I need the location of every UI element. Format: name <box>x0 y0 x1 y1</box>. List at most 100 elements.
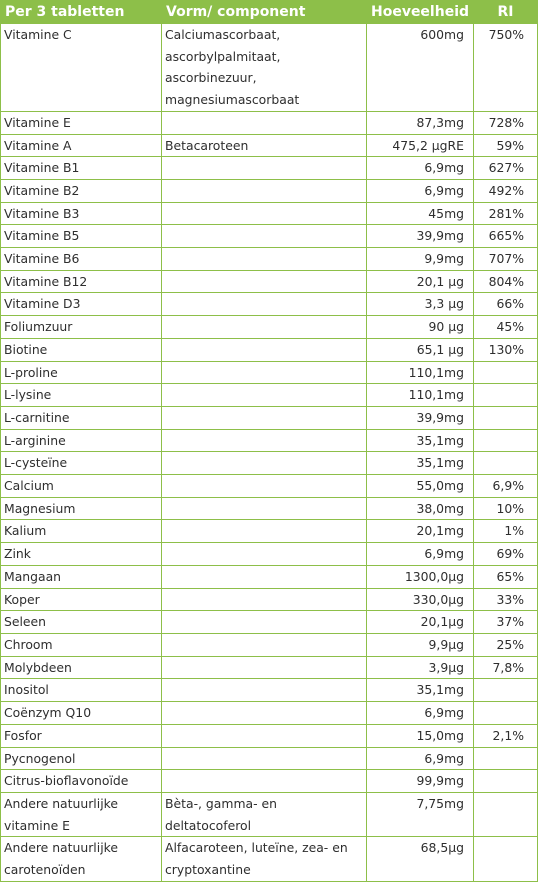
amount: 6,9mg <box>366 746 474 771</box>
nutrient-name: Inositol <box>0 678 162 703</box>
amount: 110,1mg <box>366 360 474 385</box>
amount: 20,1mg <box>366 519 474 544</box>
nutrient-name: Koper <box>0 587 162 612</box>
table-row: Coënzym Q10 6,9mg <box>0 701 538 725</box>
form-component: Betacaroteen <box>161 133 367 158</box>
table-row: Kalium 20,1mg 1% <box>0 519 538 544</box>
form-component <box>161 564 367 589</box>
form-component <box>161 110 367 135</box>
table-row: Pycnogenol 6,9mg <box>0 746 538 771</box>
amount: 9,9mg <box>366 247 474 271</box>
header-form-component: Vorm/ component <box>161 0 367 24</box>
nutrient-name: Mangaan <box>0 564 162 589</box>
nutrient-name: Coënzym Q10 <box>0 701 162 725</box>
nutrient-name: Vitamine B3 <box>0 201 162 226</box>
ri-percent: 804% <box>473 269 538 294</box>
ri-percent: 45% <box>473 315 538 339</box>
table-row: Vitamine B3 45mg 281% <box>0 201 538 226</box>
amount: 35,1mg <box>366 678 474 703</box>
form-component <box>161 655 367 680</box>
ri-percent: 2,1% <box>473 723 538 748</box>
form-component <box>161 178 367 203</box>
table-row: Foliumzuur 90 µg 45% <box>0 315 538 339</box>
ri-percent: 65% <box>473 564 538 589</box>
nutrient-name: L-cysteïne <box>0 451 162 476</box>
ri-percent <box>473 678 538 703</box>
form-component <box>161 769 367 793</box>
ri-percent: 66% <box>473 292 538 317</box>
nutrient-name: Calcium <box>0 474 162 498</box>
form-component: Bèta-, gamma- en deltatocoferol <box>161 791 367 838</box>
nutrient-name: Vitamine D3 <box>0 292 162 317</box>
amount: 600mg <box>366 23 474 112</box>
form-component <box>161 746 367 771</box>
table-row: Andere natuurlijke carotenoïden Alfacarot… <box>0 836 538 882</box>
amount: 1300,0µg <box>366 564 474 589</box>
form-component <box>161 247 367 271</box>
table-row: Magnesium 38,0mg 10% <box>0 496 538 521</box>
form-component <box>161 292 367 317</box>
form-component <box>161 519 367 544</box>
nutrient-name: Pycnogenol <box>0 746 162 771</box>
nutrient-name: Vitamine B6 <box>0 247 162 271</box>
amount: 45mg <box>366 201 474 226</box>
ri-percent <box>473 791 538 838</box>
table-row: Vitamine B2 6,9mg 492% <box>0 178 538 203</box>
amount: 90 µg <box>366 315 474 339</box>
form-component <box>161 451 367 476</box>
form-component <box>161 405 367 430</box>
nutrient-name: Vitamine C <box>0 23 162 112</box>
ri-percent: 665% <box>473 224 538 249</box>
nutrient-name: Magnesium <box>0 496 162 521</box>
table-row: Vitamine D3 3,3 µg 66% <box>0 292 538 317</box>
table-row: Vitamine B12 20,1 µg 804% <box>0 269 538 294</box>
amount: 20,1 µg <box>366 269 474 294</box>
header-per-3-tablets: Per 3 tabletten <box>0 0 162 24</box>
amount: 35,1mg <box>366 428 474 453</box>
nutrient-name: Molybdeen <box>0 655 162 680</box>
nutrient-name: Kalium <box>0 519 162 544</box>
table-row: Vitamine B1 6,9mg 627% <box>0 156 538 180</box>
ri-percent: 281% <box>473 201 538 226</box>
table-row: Vitamine B6 9,9mg 707% <box>0 247 538 271</box>
table-row: Zink 6,9mg 69% <box>0 542 538 566</box>
table-body: Vitamine C Calciumascorbaat, ascorbylpalm… <box>0 23 538 882</box>
amount: 15,0mg <box>366 723 474 748</box>
form-component <box>161 337 367 362</box>
nutrient-name: Vitamine B5 <box>0 224 162 249</box>
ri-percent: 750% <box>473 23 538 112</box>
table-row: Calcium 55,0mg 6,9% <box>0 474 538 498</box>
ri-percent <box>473 428 538 453</box>
table-row: Chroom 9,9µg 25% <box>0 632 538 657</box>
form-component <box>161 496 367 521</box>
table-row: Vitamine C Calciumascorbaat, ascorbylpalm… <box>0 23 538 112</box>
nutrient-name: Chroom <box>0 632 162 657</box>
form-component <box>161 723 367 748</box>
ri-percent <box>473 383 538 407</box>
header-ri: RI <box>473 0 538 24</box>
nutrient-name: Foliumzuur <box>0 315 162 339</box>
form-component <box>161 224 367 249</box>
table-header-row: Per 3 tabletten Vorm/ component Hoeveelh… <box>0 0 538 24</box>
table-row: Mangaan 1300,0µg 65% <box>0 564 538 589</box>
amount: 35,1mg <box>366 451 474 476</box>
table-row: L-lysine 110,1mg <box>0 383 538 407</box>
table-row: Vitamine E 87,3mg 728% <box>0 110 538 135</box>
form-component <box>161 542 367 566</box>
amount: 3,3 µg <box>366 292 474 317</box>
nutrient-name: Vitamine B12 <box>0 269 162 294</box>
form-component <box>161 156 367 180</box>
amount: 6,9mg <box>366 156 474 180</box>
table-row: Andere natuurlijke vitamine E Bèta-, gamm… <box>0 791 538 838</box>
amount: 38,0mg <box>366 496 474 521</box>
ri-percent: 69% <box>473 542 538 566</box>
form-component <box>161 428 367 453</box>
form-component <box>161 360 367 385</box>
amount: 99,9mg <box>366 769 474 793</box>
ri-percent: 25% <box>473 632 538 657</box>
ri-percent: 492% <box>473 178 538 203</box>
amount: 330,0µg <box>366 587 474 612</box>
table-row: L-carnitine 39,9mg <box>0 405 538 430</box>
nutrient-name: L-proline <box>0 360 162 385</box>
ri-percent: 7,8% <box>473 655 538 680</box>
